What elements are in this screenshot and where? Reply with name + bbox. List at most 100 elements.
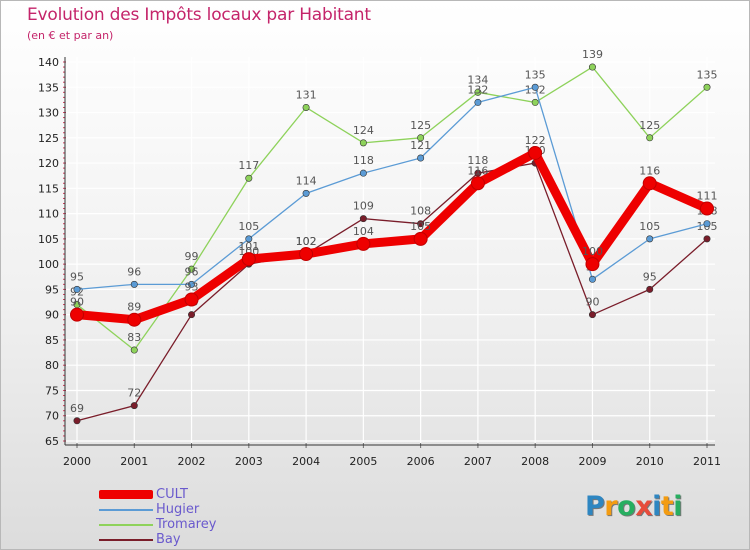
x-tick-label: 2011 — [693, 455, 721, 468]
data-label-hugier: 114 — [296, 174, 317, 187]
x-tick-label: 2008 — [521, 455, 549, 468]
data-label-tromarey: 139 — [582, 48, 603, 61]
data-point-hugier — [245, 235, 253, 243]
x-tick-label: 2004 — [292, 455, 320, 468]
data-point-cult — [299, 247, 314, 262]
data-point-hugier — [531, 83, 539, 91]
data-point-hugier — [188, 280, 196, 288]
data-point-tromarey — [130, 346, 138, 354]
data-label-hugier: 121 — [410, 139, 431, 152]
legend-item-bay: Bay — [99, 532, 216, 547]
legend-swatch-cult — [99, 490, 153, 499]
legend-label-hugier: Hugier — [156, 502, 200, 517]
data-label-hugier: 105 — [639, 220, 660, 233]
y-tick-label: 120 — [38, 157, 59, 170]
data-label-tromarey: 125 — [410, 119, 431, 132]
data-point-hugier — [646, 235, 654, 243]
data-point-hugier — [474, 98, 482, 106]
legend-item-tromarey: Tromarey — [99, 517, 216, 532]
data-label-bay: 109 — [353, 200, 374, 213]
data-label-cult: 90 — [70, 296, 84, 309]
data-label-tromarey: 124 — [353, 124, 374, 137]
data-point-cult — [184, 292, 199, 307]
data-point-tromarey — [245, 174, 253, 182]
data-label-bay: 90 — [585, 296, 599, 309]
data-point-hugier — [130, 280, 138, 288]
data-label-bay: 72 — [127, 387, 141, 400]
brand-letter: o — [617, 491, 636, 522]
y-tick-label: 130 — [38, 107, 59, 120]
data-point-tromarey — [417, 134, 425, 142]
chart-title: Evolution des Impôts locaux par Habitant — [27, 5, 371, 25]
proxiti-logo: Proxiti — [585, 491, 683, 522]
brand-letter: r — [604, 491, 618, 522]
legend: CULT Hugier Tromarey Bay — [99, 487, 216, 547]
data-point-tromarey — [703, 83, 711, 91]
data-label-tromarey: 83 — [127, 331, 141, 344]
data-label-hugier: 95 — [70, 270, 84, 283]
data-point-cult — [470, 176, 485, 191]
data-point-bay — [703, 235, 711, 243]
brand-letter: t — [660, 491, 674, 522]
x-tick-label: 2003 — [235, 455, 263, 468]
brand-letter: i — [673, 491, 683, 522]
legend-swatch-bay — [99, 538, 153, 541]
data-label-hugier: 96 — [185, 265, 199, 278]
x-tick-label: 2001 — [120, 455, 148, 468]
data-label-cult: 116 — [467, 164, 488, 177]
data-label-cult: 105 — [410, 220, 431, 233]
data-label-hugier: 132 — [467, 83, 488, 96]
y-tick-label: 125 — [38, 132, 59, 145]
series-line-tromarey — [76, 66, 708, 351]
y-tick-label: 140 — [38, 56, 59, 69]
data-label-tromarey: 125 — [639, 119, 660, 132]
x-tick-label: 2002 — [178, 455, 206, 468]
brand-letter: P — [585, 491, 605, 522]
data-point-hugier — [359, 169, 367, 177]
y-tick-label: 85 — [45, 334, 59, 347]
data-label-bay: 108 — [410, 205, 431, 218]
data-point-hugier — [588, 275, 596, 283]
data-point-cult — [642, 176, 657, 191]
data-label-tromarey: 117 — [238, 159, 259, 172]
data-point-cult — [356, 236, 371, 251]
legend-label-cult: CULT — [156, 487, 188, 502]
data-point-bay — [188, 311, 196, 319]
legend-item-hugier: Hugier — [99, 502, 216, 517]
brand-letter: x — [635, 491, 653, 522]
legend-item-cult: CULT — [99, 487, 216, 502]
data-point-cult — [241, 252, 256, 267]
x-tick-label: 2010 — [636, 455, 664, 468]
legend-swatch-tromarey — [99, 523, 153, 526]
y-tick-label: 95 — [45, 283, 59, 296]
data-point-bay — [646, 285, 654, 293]
x-tick-label: 2009 — [578, 455, 606, 468]
data-label-cult: 93 — [185, 281, 199, 294]
y-tick-label: 115 — [38, 182, 59, 195]
data-point-tromarey — [531, 98, 539, 106]
data-point-tromarey — [188, 265, 196, 273]
chart-subtitle: (en € et par an) — [27, 29, 114, 42]
data-label-tromarey: 131 — [296, 88, 317, 101]
data-label-cult: 89 — [127, 301, 141, 314]
y-tick-label: 70 — [45, 410, 59, 423]
data-point-hugier — [417, 154, 425, 162]
data-point-tromarey — [302, 103, 310, 111]
x-tick-label: 2006 — [407, 455, 435, 468]
data-label-cult: 122 — [525, 134, 546, 147]
data-point-bay — [73, 417, 81, 425]
series-line-hugier — [76, 86, 708, 291]
data-label-cult: 104 — [353, 225, 374, 238]
data-label-bay: 95 — [643, 270, 657, 283]
data-label-hugier: 105 — [238, 220, 259, 233]
data-label-cult: 116 — [639, 164, 660, 177]
y-tick-label: 80 — [45, 359, 59, 372]
data-point-cult — [700, 201, 714, 216]
y-tick-label: 135 — [38, 81, 59, 94]
data-label-cult: 102 — [296, 235, 317, 248]
data-point-bay — [130, 402, 138, 410]
y-tick-label: 65 — [45, 435, 59, 448]
data-point-bay — [588, 311, 596, 319]
